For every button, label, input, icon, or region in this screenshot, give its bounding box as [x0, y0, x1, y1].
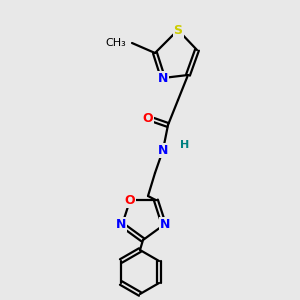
Text: O: O — [143, 112, 153, 124]
Text: N: N — [116, 218, 126, 231]
Text: CH₃: CH₃ — [105, 38, 126, 48]
Text: N: N — [160, 218, 170, 231]
Text: N: N — [158, 143, 168, 157]
Text: H: H — [180, 140, 189, 150]
Text: S: S — [173, 23, 182, 37]
Text: N: N — [158, 71, 168, 85]
Text: O: O — [125, 194, 135, 207]
